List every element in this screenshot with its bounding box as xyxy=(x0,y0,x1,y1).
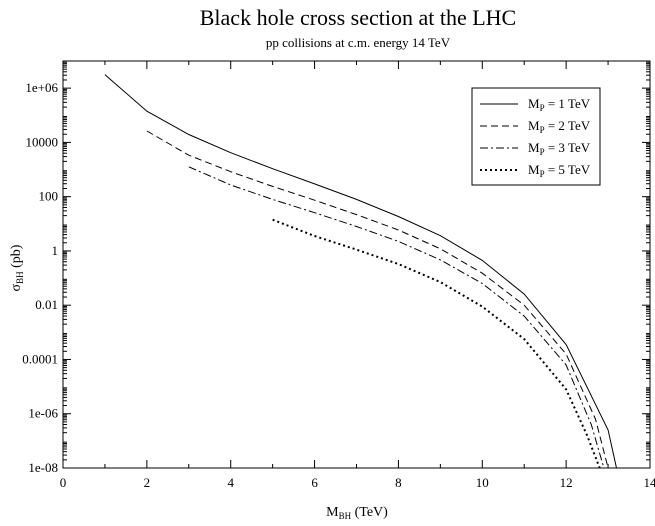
y-axis: 1e-08 1e-06 0.0001 0.01 1 100 10000 1e+06 xyxy=(22,61,650,475)
legend: MP = 1 TeV MP = 2 TeV MP = 3 TeV MP = 5 TeV xyxy=(471,87,601,186)
y-axis-label: σBH (pb) xyxy=(9,244,25,291)
x-tick-label: 2 xyxy=(144,475,151,490)
legend-label-3: MP = 3 TeV xyxy=(528,140,591,157)
x-axis-label: MBH (TeV) xyxy=(326,505,388,521)
y-tick-label: 1e-06 xyxy=(28,406,58,421)
y-tick-label: 0.01 xyxy=(35,297,58,312)
legend-label-4: MP = 5 TeV xyxy=(528,162,591,179)
series-line-2 xyxy=(146,130,609,469)
series-line-1 xyxy=(104,74,617,469)
legend-label-2: MP = 2 TeV xyxy=(528,118,591,135)
x-axis: 0 2 4 6 8 10 12 14 xyxy=(60,61,655,490)
x-tick-label: 8 xyxy=(395,475,402,490)
x-tick-label: 12 xyxy=(560,475,573,490)
series-layer xyxy=(104,74,617,469)
legend-label-1: MP = 1 TeV xyxy=(528,96,591,113)
chart-subtitle: pp collisions at c.m. energy 14 TeV xyxy=(266,35,451,50)
series-line-4 xyxy=(272,218,601,469)
y-tick-label: 0.0001 xyxy=(22,351,58,366)
x-tick-label: 4 xyxy=(227,475,234,490)
chart-title: Black hole cross section at the LHC xyxy=(200,5,516,30)
y-tick-label: 1e+06 xyxy=(25,80,58,95)
y-tick-label: 100 xyxy=(39,189,59,204)
y-tick-label: 1e-08 xyxy=(28,460,58,475)
x-tick-label: 14 xyxy=(644,475,655,490)
y-tick-label: 1 xyxy=(52,243,59,258)
y-tick-label: 10000 xyxy=(26,134,59,149)
series-line-3 xyxy=(188,166,605,469)
x-tick-label: 6 xyxy=(311,475,318,490)
x-tick-label: 10 xyxy=(476,475,489,490)
x-tick-label: 0 xyxy=(60,475,67,490)
